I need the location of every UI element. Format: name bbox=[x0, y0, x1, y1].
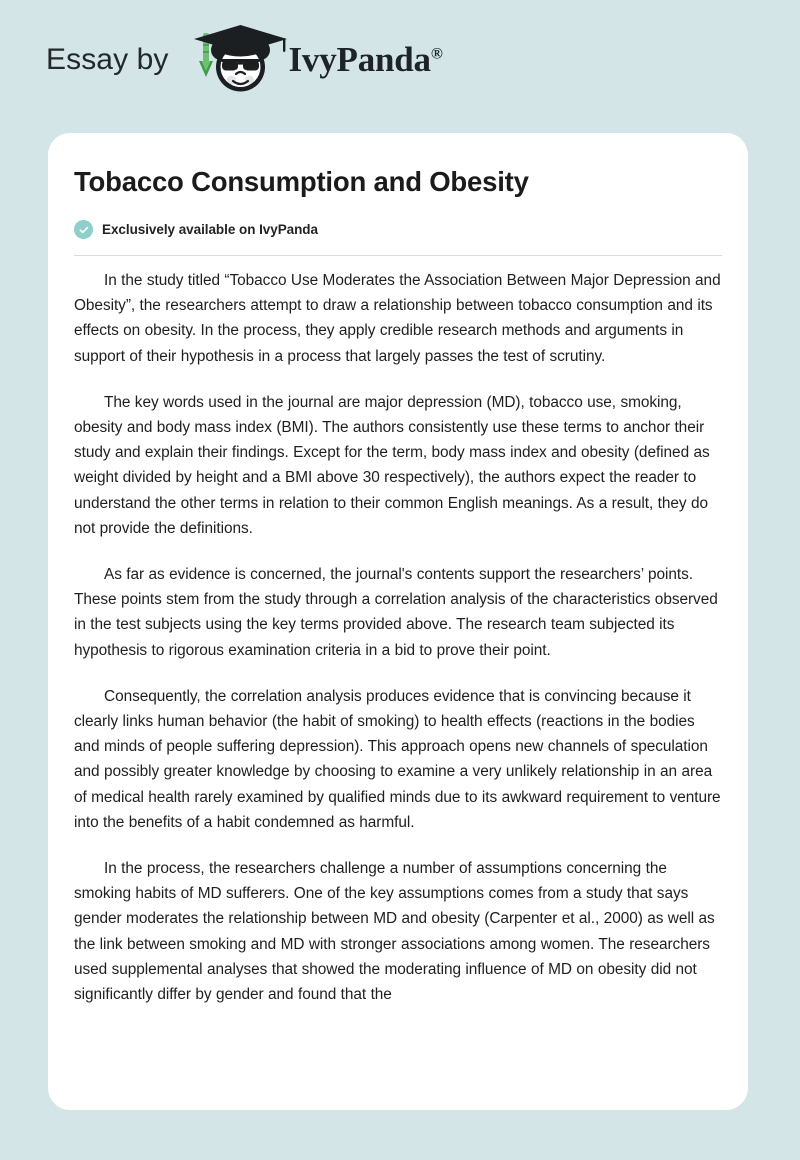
exclusive-badge: Exclusively available on IvyPanda bbox=[74, 220, 722, 239]
registered-trademark-icon: ® bbox=[430, 45, 443, 63]
page-title: Tobacco Consumption and Obesity bbox=[74, 166, 529, 197]
brand-lockup: Essay by bbox=[46, 23, 443, 97]
paragraph: In the process, the researchers challeng… bbox=[74, 860, 715, 1004]
ivypanda-logo[interactable]: IvyPanda® bbox=[183, 23, 443, 97]
ivypanda-wordmark: IvyPanda® bbox=[289, 42, 443, 77]
paragraph: The key words used in the journal are ma… bbox=[74, 393, 710, 537]
essay-by-label: Essay by bbox=[46, 42, 169, 76]
paragraph: Consequently, the correlation analysis p… bbox=[74, 687, 721, 831]
brand-header: Essay by bbox=[0, 0, 800, 133]
essay-card: Tobacco Consumption and Obesity Exclusiv… bbox=[48, 133, 748, 1110]
ivypanda-wordmark-text: IvyPanda bbox=[288, 40, 432, 79]
paragraph: As far as evidence is concerned, the jou… bbox=[74, 566, 718, 659]
header-divider bbox=[74, 255, 722, 256]
essay-body: In the study titled “Tobacco Use Moderat… bbox=[74, 268, 722, 1007]
check-circle-icon bbox=[74, 220, 93, 239]
panda-graduate-logo-icon bbox=[193, 24, 287, 91]
paragraph: In the study titled “Tobacco Use Moderat… bbox=[74, 272, 721, 365]
status-badge: Exclusively available on IvyPanda bbox=[102, 222, 318, 237]
